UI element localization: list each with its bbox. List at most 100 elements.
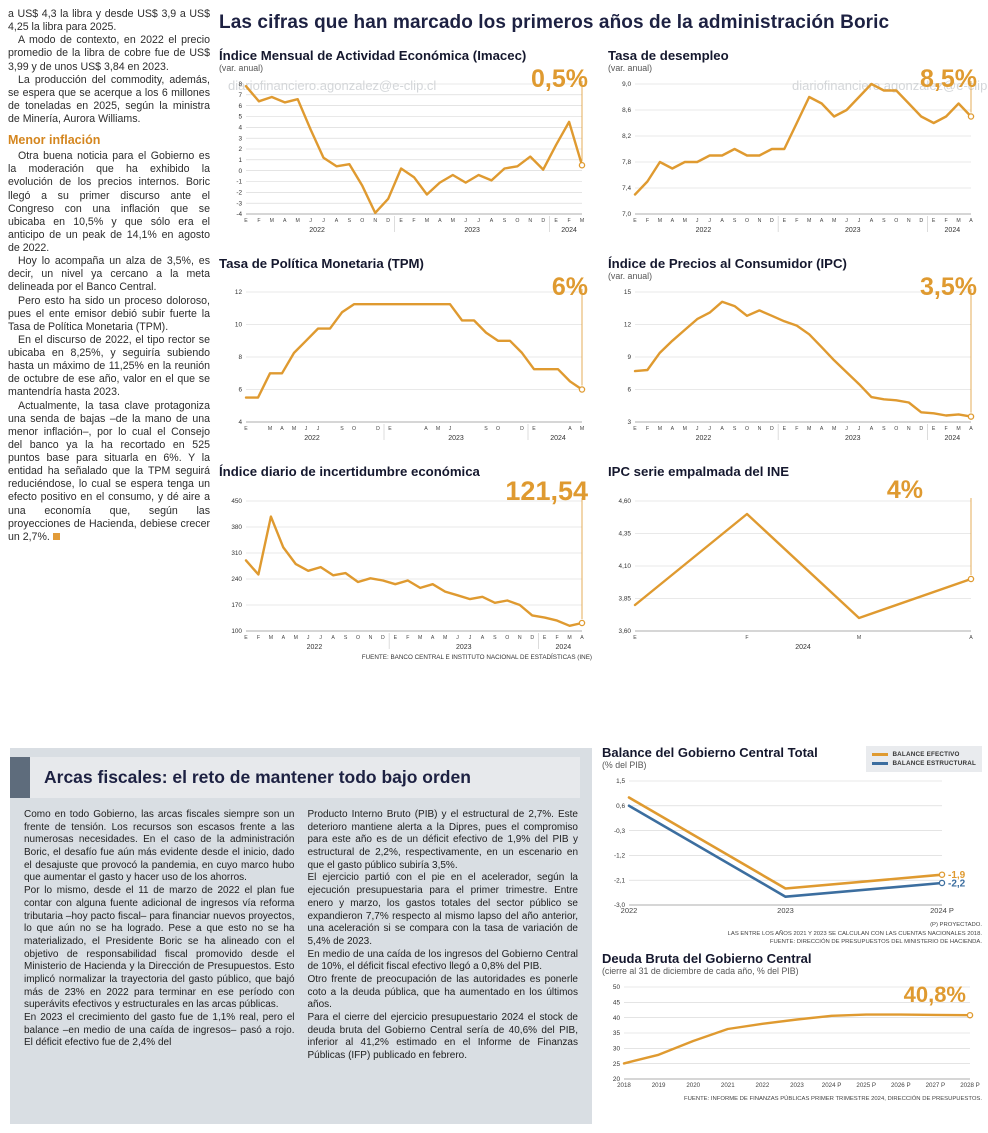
chart-current-value: 8,5%: [920, 65, 977, 93]
y-axis-label: -2,1: [614, 878, 625, 885]
x-axis-label: S: [484, 426, 488, 432]
y-axis-label: 7,4: [622, 185, 631, 192]
x-axis-label: D: [770, 218, 774, 224]
x-axis-label: O: [894, 218, 898, 224]
x-axis-label: S: [503, 218, 507, 224]
chart-card-incertidumbre: Índice diario de incertidumbre económica…: [219, 464, 592, 660]
x-axis-label: 2027 P: [926, 1082, 946, 1089]
legend-swatch-blue: [872, 762, 889, 765]
y-axis-label: 100: [231, 628, 242, 635]
y-axis-label: 3: [238, 136, 242, 143]
x-axis-label: A: [969, 426, 973, 432]
chart-card-desempleo: Tasa de desempleo (var. anual) 8,5% 9,0 8…: [608, 48, 981, 236]
end-marker: [967, 413, 975, 421]
x-axis-label: D: [386, 218, 390, 224]
x-axis-label: E: [932, 218, 936, 224]
y-axis-label: 6: [238, 387, 242, 394]
y-axis-label: 450: [231, 498, 242, 505]
header-accent-bar: [10, 757, 30, 798]
x-axis-label: M: [425, 218, 429, 224]
x-axis-label: M: [832, 218, 836, 224]
x-axis-label: M: [658, 218, 662, 224]
x-axis-label: A: [490, 218, 494, 224]
x-axis-label: M: [292, 426, 296, 432]
left-article-column: a US$ 4,3 la libra y desde US$ 3,9 a US$…: [8, 8, 210, 544]
x-axis-label: N: [907, 426, 911, 432]
x-axis-label: E: [633, 635, 637, 641]
x-axis-label: J: [464, 218, 467, 224]
y-axis-label: 20: [613, 1076, 621, 1083]
chart-current-value: 4%: [886, 476, 923, 505]
y-axis-label: 4,60: [619, 498, 632, 505]
y-axis-label: 7: [238, 92, 242, 99]
x-axis-label: 2020: [686, 1082, 700, 1089]
year-label: 2024: [945, 435, 961, 442]
x-axis-label: A: [671, 426, 675, 432]
x-axis-label: N: [518, 635, 522, 641]
y-axis-label: 4,35: [619, 530, 632, 537]
y-axis-label: 40: [613, 1015, 621, 1022]
x-axis-label: E: [532, 426, 536, 432]
y-axis-label: -3,0: [614, 902, 625, 909]
y-axis-label: 8: [238, 81, 242, 88]
year-label: 2023: [845, 227, 861, 234]
x-axis-label: F: [795, 218, 798, 224]
x-axis-label: D: [520, 426, 524, 432]
y-axis-label: 25: [613, 1061, 621, 1068]
year-label: 2022: [309, 227, 325, 234]
x-axis-label: D: [919, 218, 923, 224]
paragraph: En el discurso de 2022, el tipo rector s…: [8, 333, 210, 399]
x-axis-label: N: [758, 218, 762, 224]
chart-card-imacec: Índice Mensual de Actividad Económica (I…: [219, 48, 592, 236]
chart-title: Balance del Gobierno Central Total: [602, 745, 818, 760]
legend-item-estructural: BALANCE ESTRUCTURAL: [872, 760, 976, 767]
article-copper-text: a US$ 4,3 la libra y desde US$ 3,9 a US$…: [8, 8, 210, 126]
series-line: [627, 804, 944, 899]
x-axis-label: E: [244, 426, 248, 432]
chart-title: IPC serie empalmada del INE: [608, 464, 790, 480]
y-axis-label: -1,2: [614, 853, 625, 860]
y-axis-label: 0: [238, 168, 242, 175]
chart-title: Tasa de Política Monetaria (TPM): [219, 256, 424, 272]
y-axis-label: 35: [613, 1030, 621, 1037]
y-axis-label: -1: [236, 179, 242, 186]
chart-subtitle: (cierre al 31 de diciembre de cada año, …: [602, 966, 799, 977]
chart-subtitle: (var. anual): [608, 63, 653, 74]
chart-subtitle: (var. anual): [608, 271, 653, 282]
x-axis-label: M: [269, 635, 273, 641]
x-axis-label: A: [335, 218, 339, 224]
chart-card-ipc-empalmada: IPC serie empalmada del INE 4% 4,60 4,35 4…: [608, 464, 981, 660]
x-axis-label: M: [451, 218, 455, 224]
x-axis-label: J: [319, 635, 322, 641]
x-axis-label: A: [431, 635, 435, 641]
x-axis-label: N: [907, 218, 911, 224]
y-axis-label: -3: [236, 201, 242, 208]
end-marker: [578, 162, 586, 169]
x-axis-label: A: [671, 218, 675, 224]
y-axis-label: 0,6: [616, 803, 625, 810]
fiscal-section-panel: Arcas fiscales: el reto de mantener todo…: [10, 748, 592, 1124]
article-inflation-text: Otra buena noticia para el Gobierno es l…: [8, 150, 210, 544]
legend-label: BALANCE EFECTIVO: [892, 751, 960, 758]
series-line: [627, 796, 944, 891]
x-axis-label: M: [436, 426, 440, 432]
x-axis-label: A: [720, 218, 724, 224]
end-marker: [938, 880, 946, 887]
y-axis-label: -0,3: [614, 828, 625, 835]
paragraph: Pero esto ha sido un proceso doloroso, p…: [8, 294, 210, 333]
page-title: Las cifras que han marcado los primeros …: [219, 12, 890, 33]
chart-current-value: 40,8%: [903, 982, 966, 1007]
x-axis-label: A: [820, 426, 824, 432]
y-axis-label: 9,0: [622, 81, 631, 88]
x-axis-label: F: [567, 218, 570, 224]
chart-card-ipc: Índice de Precios al Consumidor (IPC) (v…: [608, 256, 981, 444]
x-axis-label: 2021: [721, 1082, 735, 1089]
x-axis-label: 2022: [621, 906, 638, 915]
x-axis-label: 2024 P: [822, 1082, 842, 1089]
x-axis-label: F: [795, 426, 798, 432]
x-axis-label: A: [331, 635, 335, 641]
x-axis-label: E: [388, 426, 392, 432]
x-axis-label: 2022: [756, 1082, 770, 1089]
y-axis-label: 240: [231, 576, 242, 583]
x-axis-label: J: [307, 635, 310, 641]
